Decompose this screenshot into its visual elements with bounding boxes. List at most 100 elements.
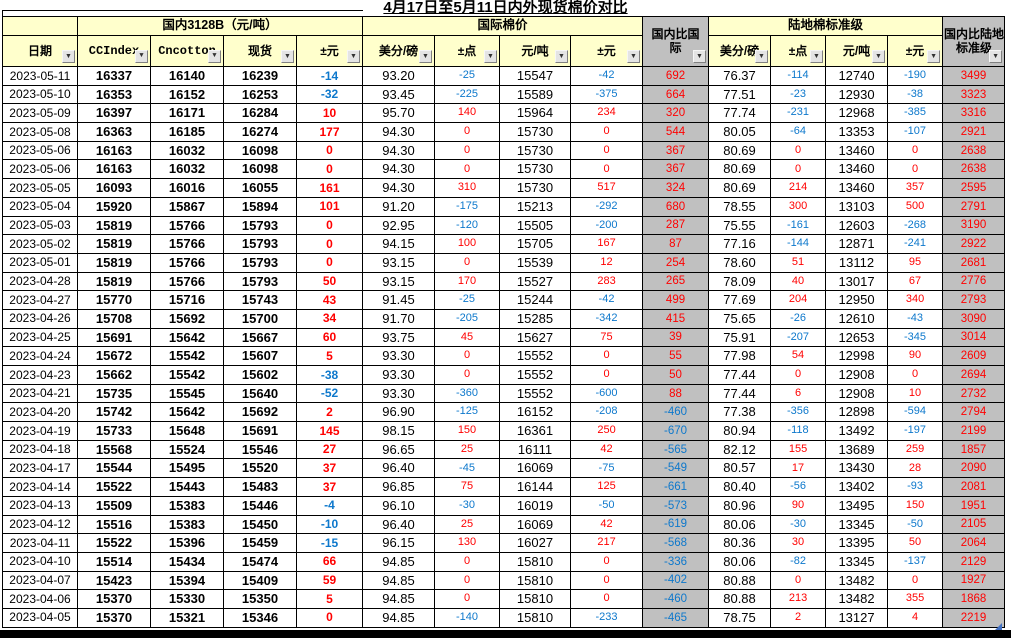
upland-yuan-change-cell[interactable]: -268 <box>887 215 944 236</box>
spot-change-cell[interactable]: 66 <box>296 551 363 572</box>
spot-cell[interactable]: 15640 <box>223 383 297 404</box>
cncotton-cell[interactable]: 16152 <box>150 84 224 105</box>
intl-yuan-change-cell[interactable]: 250 <box>569 421 644 441</box>
intl-points-change-cell[interactable]: -125 <box>434 402 500 423</box>
intl-yuan-cell[interactable]: 15552 <box>499 346 571 366</box>
spot-change-cell[interactable]: 34 <box>296 308 363 329</box>
upland-yuan-cell[interactable]: 12603 <box>825 215 889 236</box>
intl-yuan-change-cell[interactable]: 0 <box>569 122 644 142</box>
intl-yuan-change-cell[interactable]: 42 <box>569 439 644 460</box>
upland-yuan-cell[interactable]: 12871 <box>825 234 889 254</box>
domestic-vs-international-cell[interactable]: -465 <box>642 607 710 628</box>
intl-cents-cell[interactable]: 92.95 <box>362 215 435 236</box>
intl-yuan-cell[interactable]: 15705 <box>499 234 571 254</box>
upland-points-change-cell[interactable]: 90 <box>770 495 827 516</box>
upland-yuan-change-cell[interactable]: -107 <box>887 122 944 142</box>
cncotton-cell[interactable]: 15383 <box>150 495 224 516</box>
upland-points-change-cell[interactable]: 54 <box>770 346 827 366</box>
ccindex-cell[interactable]: 15708 <box>77 308 151 329</box>
upland-points-change-cell[interactable]: 155 <box>770 439 827 460</box>
intl-yuan-change-cell[interactable]: 0 <box>569 551 644 572</box>
intl-points-change-cell[interactable]: 25 <box>434 439 500 460</box>
intl-cents-cell[interactable]: 91.20 <box>362 196 435 217</box>
upland-yuan-cell[interactable]: 12653 <box>825 327 889 348</box>
domestic-vs-upland-cell[interactable]: 2638 <box>942 159 1006 180</box>
spot-cell[interactable]: 15459 <box>223 533 297 553</box>
ccindex-cell[interactable]: 15522 <box>77 477 151 497</box>
intl-cents-cell[interactable]: 96.40 <box>362 514 435 535</box>
intl-cents-cell[interactable]: 96.85 <box>362 477 435 497</box>
date-cell[interactable]: 2023-05-10 <box>2 84 78 105</box>
spot-cell[interactable]: 16098 <box>223 140 297 161</box>
spot-change-cell[interactable]: 5 <box>296 589 363 609</box>
spot-change-cell[interactable]: 5 <box>296 346 363 366</box>
intl-yuan-change-cell[interactable]: 167 <box>569 234 644 254</box>
cncotton-cell[interactable]: 15383 <box>150 514 224 535</box>
domestic-vs-international-cell[interactable]: 367 <box>642 159 710 180</box>
upland-yuan-cell[interactable]: 12908 <box>825 383 889 404</box>
upland-yuan-change-cell[interactable]: -93 <box>887 477 944 497</box>
spot-cell[interactable]: 15520 <box>223 458 297 479</box>
spot-change-cell[interactable]: 161 <box>296 178 363 198</box>
intl-cents-cell[interactable]: 93.30 <box>362 346 435 366</box>
cncotton-cell[interactable]: 15867 <box>150 196 224 217</box>
intl-yuan-change-cell[interactable]: 42 <box>569 514 644 535</box>
filter-dropdown-icon[interactable]: ▼ <box>810 50 824 63</box>
col-header-intl-cents[interactable]: 美分/磅 ▼ <box>362 35 435 67</box>
cncotton-cell[interactable]: 15648 <box>150 421 224 441</box>
upland-yuan-change-cell[interactable]: -197 <box>887 421 944 441</box>
upland-points-change-cell[interactable]: -82 <box>770 551 827 572</box>
ccindex-cell[interactable]: 16337 <box>77 66 151 86</box>
upland-cents-cell[interactable]: 78.09 <box>708 271 772 292</box>
intl-yuan-cell[interactable]: 15964 <box>499 103 571 124</box>
intl-points-change-cell[interactable]: -25 <box>434 66 500 86</box>
date-cell[interactable]: 2023-04-07 <box>2 570 78 591</box>
cncotton-cell[interactable]: 15396 <box>150 533 224 553</box>
intl-cents-cell[interactable]: 95.70 <box>362 103 435 124</box>
intl-cents-cell[interactable]: 94.15 <box>362 234 435 254</box>
date-cell[interactable]: 2023-05-03 <box>2 215 78 236</box>
intl-points-change-cell[interactable]: 0 <box>434 589 500 609</box>
intl-cents-cell[interactable]: 93.20 <box>362 66 435 86</box>
upland-yuan-cell[interactable]: 12898 <box>825 402 889 423</box>
date-cell[interactable]: 2023-04-26 <box>2 308 78 329</box>
upland-yuan-cell[interactable]: 13017 <box>825 271 889 292</box>
domestic-vs-international-cell[interactable]: -661 <box>642 477 710 497</box>
upland-yuan-cell[interactable]: 13345 <box>825 551 889 572</box>
ccindex-cell[interactable]: 15819 <box>77 215 151 236</box>
upland-yuan-cell[interactable]: 12908 <box>825 365 889 385</box>
date-cell[interactable]: 2023-05-04 <box>2 196 78 217</box>
domestic-vs-upland-cell[interactable]: 2129 <box>942 551 1006 572</box>
intl-yuan-cell[interactable]: 16027 <box>499 533 571 553</box>
domestic-vs-upland-cell[interactable]: 3014 <box>942 327 1006 348</box>
spot-change-cell[interactable]: 59 <box>296 570 363 591</box>
spot-change-cell[interactable]: -52 <box>296 383 363 404</box>
domestic-vs-upland-cell[interactable]: 2921 <box>942 122 1006 142</box>
domestic-vs-upland-cell[interactable]: 2922 <box>942 234 1006 254</box>
domestic-vs-upland-cell[interactable]: 3190 <box>942 215 1006 236</box>
upland-yuan-change-cell[interactable]: 357 <box>887 178 944 198</box>
upland-yuan-cell[interactable]: 13345 <box>825 514 889 535</box>
domestic-vs-upland-cell[interactable]: 1857 <box>942 439 1006 460</box>
spot-change-cell[interactable]: 145 <box>296 421 363 441</box>
upland-cents-cell[interactable]: 77.44 <box>708 365 772 385</box>
upland-points-change-cell[interactable]: 0 <box>770 570 827 591</box>
date-cell[interactable]: 2023-04-14 <box>2 477 78 497</box>
ccindex-cell[interactable]: 15522 <box>77 533 151 553</box>
cncotton-cell[interactable]: 15542 <box>150 346 224 366</box>
domestic-vs-upland-cell[interactable]: 3316 <box>942 103 1006 124</box>
upland-points-change-cell[interactable]: -118 <box>770 421 827 441</box>
upland-yuan-cell[interactable]: 13482 <box>825 570 889 591</box>
date-cell[interactable]: 2023-05-06 <box>2 159 78 180</box>
spot-change-cell[interactable]: 0 <box>296 140 363 161</box>
intl-yuan-change-cell[interactable]: -600 <box>569 383 644 404</box>
intl-cents-cell[interactable]: 96.15 <box>362 533 435 553</box>
intl-yuan-change-cell[interactable]: 0 <box>569 346 644 366</box>
intl-yuan-cell[interactable]: 15539 <box>499 252 571 273</box>
cncotton-cell[interactable]: 15766 <box>150 234 224 254</box>
domestic-vs-upland-cell[interactable]: 2732 <box>942 383 1006 404</box>
cncotton-cell[interactable]: 15434 <box>150 551 224 572</box>
domestic-vs-upland-cell[interactable]: 2791 <box>942 196 1006 217</box>
ccindex-cell[interactable]: 16093 <box>77 178 151 198</box>
spot-change-cell[interactable]: 37 <box>296 458 363 479</box>
